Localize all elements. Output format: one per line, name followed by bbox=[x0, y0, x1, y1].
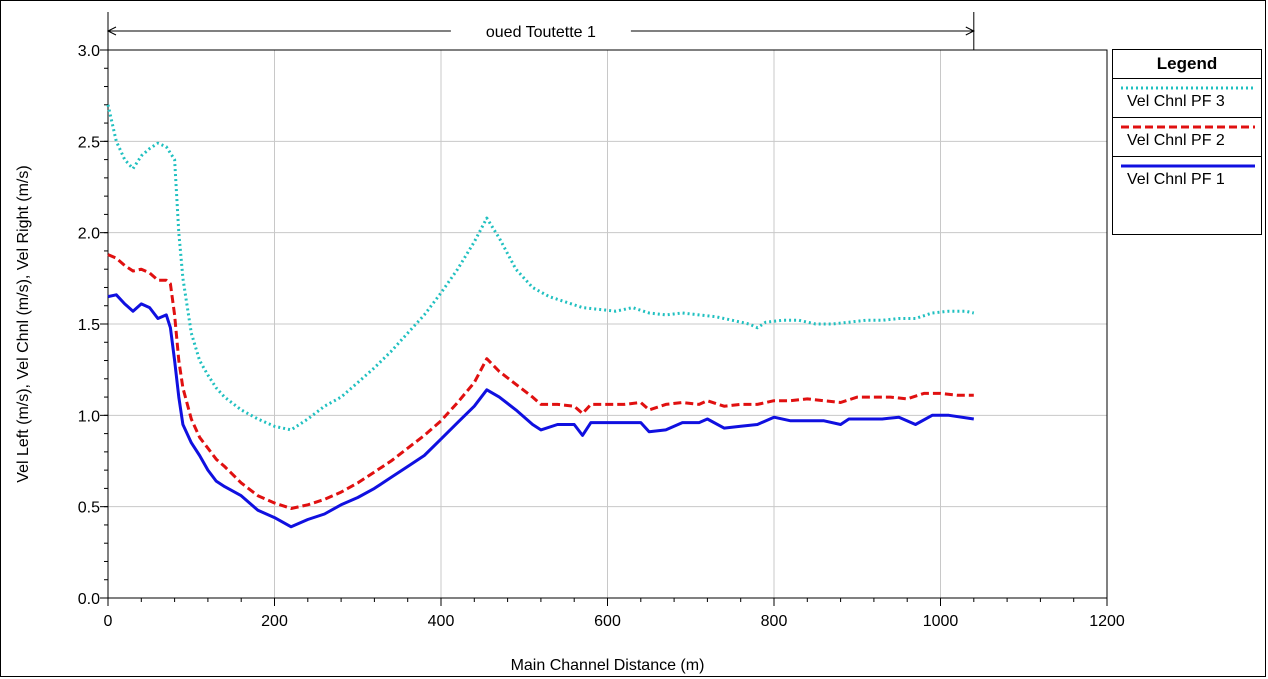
x-tick-label: 1000 bbox=[923, 613, 959, 630]
y-axis-label: Vel Left (m/s), Vel Chnl (m/s), Vel Righ… bbox=[15, 165, 32, 482]
grid-lines bbox=[108, 49, 1108, 598]
legend-swatch-pf2 bbox=[1121, 125, 1255, 129]
legend-swatch-pf3 bbox=[1121, 86, 1255, 90]
legend-label-pf2: Vel Chnl PF 2 bbox=[1127, 132, 1225, 149]
legend-title: Legend bbox=[1113, 50, 1261, 79]
legend-label-pf1: Vel Chnl PF 1 bbox=[1127, 171, 1225, 188]
legend-label-pf3: Vel Chnl PF 3 bbox=[1127, 93, 1225, 110]
x-tick-label: 600 bbox=[594, 613, 621, 630]
x-tick-label: 200 bbox=[261, 613, 288, 630]
series-line-1 bbox=[106, 104, 975, 432]
series-lines bbox=[106, 104, 975, 529]
y-tick-label: 1.0 bbox=[78, 408, 100, 425]
x-tick-label: 0 bbox=[104, 613, 113, 630]
legend-item-pf2: Vel Chnl PF 2 bbox=[1113, 118, 1261, 157]
y-tick-label: 0.0 bbox=[78, 591, 100, 608]
series-line-3 bbox=[107, 293, 975, 529]
reach-annotation: oued Toutette 1 bbox=[108, 24, 974, 41]
y-tick-label: 0.5 bbox=[78, 500, 100, 517]
legend-swatch-pf1 bbox=[1121, 164, 1255, 168]
y-tick-label: 1.5 bbox=[78, 317, 100, 334]
tick-labels: 0 200 400 600 800 1000 1200 0.0 0.5 1.0 1.5 2.0 2.5 3… bbox=[78, 43, 1125, 630]
legend: Legend Vel Chnl PF 3 Vel Chnl PF 2 Vel C… bbox=[1112, 49, 1262, 235]
axes bbox=[100, 12, 1108, 606]
y-tick-label: 2.5 bbox=[78, 134, 100, 151]
y-tick-label: 3.0 bbox=[78, 43, 100, 60]
x-axis-label: Main Channel Distance (m) bbox=[511, 657, 705, 674]
x-tick-label: 800 bbox=[761, 613, 788, 630]
series-line-2 bbox=[107, 253, 974, 510]
legend-item-pf1: Vel Chnl PF 1 bbox=[1113, 157, 1261, 195]
chart-title: oued Toutette 1 bbox=[486, 24, 596, 41]
legend-item-pf3: Vel Chnl PF 3 bbox=[1113, 79, 1261, 118]
x-tick-label: 1200 bbox=[1089, 613, 1125, 630]
x-tick-label: 400 bbox=[428, 613, 455, 630]
y-tick-label: 2.0 bbox=[78, 226, 100, 243]
